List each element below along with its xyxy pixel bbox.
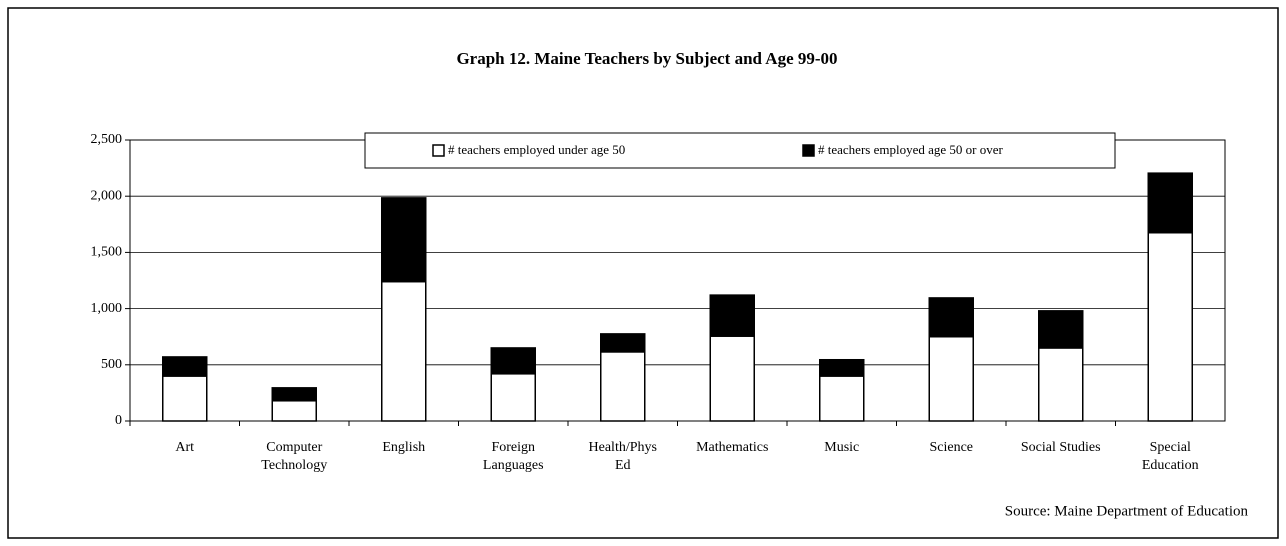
x-tick-label: Mathematics xyxy=(696,440,769,455)
bar-segment xyxy=(271,387,317,402)
bar-segment xyxy=(1147,231,1193,422)
bar-segment xyxy=(928,297,974,338)
bar-segment xyxy=(1038,310,1084,349)
x-tick-label: Foreign Languages xyxy=(482,440,544,473)
bar-segment xyxy=(709,335,755,422)
y-tick-label: 2,500 xyxy=(91,132,123,147)
x-tick-label: Music xyxy=(824,440,860,455)
bar-segment xyxy=(600,333,646,353)
bar-segment xyxy=(490,347,536,375)
x-tick-label: Social Studies xyxy=(1020,440,1101,455)
y-tick-label: 2,000 xyxy=(91,188,123,203)
legend-swatch xyxy=(432,144,445,157)
bar-segment xyxy=(271,400,317,422)
bar-segment xyxy=(162,356,208,377)
legend-box xyxy=(364,132,1116,169)
outer-frame xyxy=(7,7,1279,539)
bar-segment xyxy=(381,197,427,283)
y-tick-label: 500 xyxy=(101,357,122,372)
legend-label: # teachers employed under age 50 xyxy=(448,142,625,157)
bar-segment xyxy=(928,335,974,422)
legend-swatch xyxy=(802,144,815,157)
y-tick-label: 0 xyxy=(115,413,122,428)
bar-segment xyxy=(1038,347,1084,422)
x-tick-label: Computer Technology xyxy=(261,440,328,473)
bar-segment xyxy=(819,358,865,377)
bar-segment xyxy=(381,280,427,422)
bar-segment xyxy=(600,351,646,422)
source: Source: Maine Department of Education xyxy=(1005,503,1249,519)
legend-label: # teachers employed age 50 or over xyxy=(818,142,1003,157)
x-tick-label: Special Education xyxy=(1141,440,1199,473)
bar-segment xyxy=(490,373,536,422)
bar-segment xyxy=(819,375,865,422)
x-tick-label: Art xyxy=(175,440,195,455)
bar-segment xyxy=(162,375,208,422)
y-tick-label: 1,500 xyxy=(91,245,123,260)
x-tick-label: Science xyxy=(929,440,974,455)
bar-segment xyxy=(1147,172,1193,234)
bar-segment xyxy=(709,294,755,337)
x-tick-label: English xyxy=(382,440,426,455)
chart-title: Graph 12. Maine Teachers by Subject and … xyxy=(456,49,837,68)
y-tick-label: 1,000 xyxy=(91,301,123,316)
x-tick-label: Health/Phys Ed xyxy=(588,440,657,473)
